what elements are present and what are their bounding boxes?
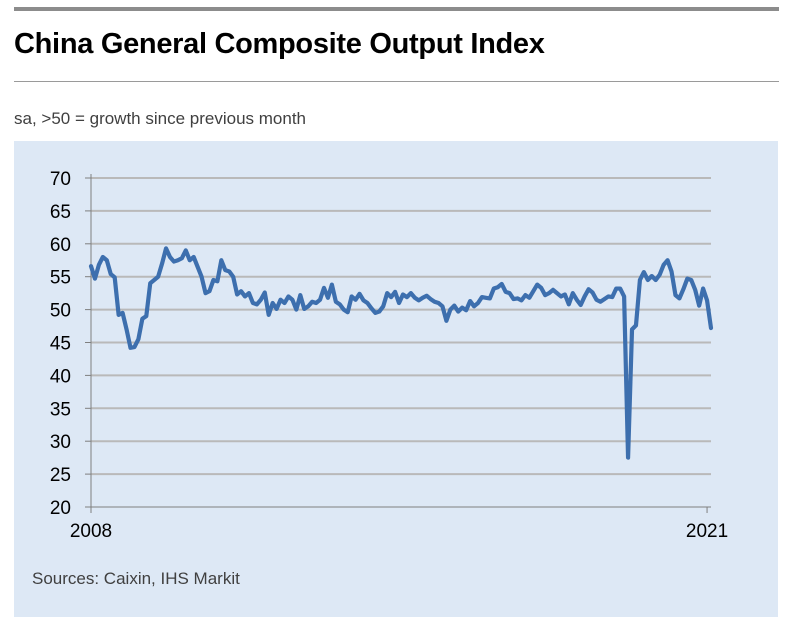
chart-panel: 70 65 60 55 50 45 40 35 30 25 20 2008 2021 Sources:… [14,141,778,617]
y-tick-label: 50 [50,301,71,322]
chart-subtitle: sa, >50 = growth since previous month [14,109,306,128]
y-tick-label: 70 [50,169,71,190]
x-tick-label: 2021 [686,521,728,542]
y-tick-label: 20 [50,498,71,519]
chart-title: China General Composite Output Index [14,28,545,60]
gridlines [91,177,711,476]
source-note: Sources: Caixin, IHS Markit [32,569,240,588]
y-tick-label: 55 [50,268,71,289]
y-tick-label: 30 [50,432,71,453]
x-tick-labels: 2008 2021 [70,521,728,542]
series-layer [88,246,714,460]
y-tick-label: 35 [50,399,71,420]
y-tick-label: 40 [50,366,71,387]
y-tick-labels: 70 65 60 55 50 45 40 35 30 25 20 [50,169,71,519]
x-tick-label: 2008 [70,521,112,542]
top-rule [14,7,779,11]
axes [85,174,711,513]
y-tick-label: 25 [50,465,71,486]
series-line [88,246,714,460]
line-chart: 70 65 60 55 50 45 40 35 30 25 20 2008 2021 [50,169,728,542]
title-rule [14,81,779,82]
y-tick-label: 65 [50,202,71,223]
y-tick-label: 45 [50,334,71,355]
y-tick-label: 60 [50,235,71,256]
